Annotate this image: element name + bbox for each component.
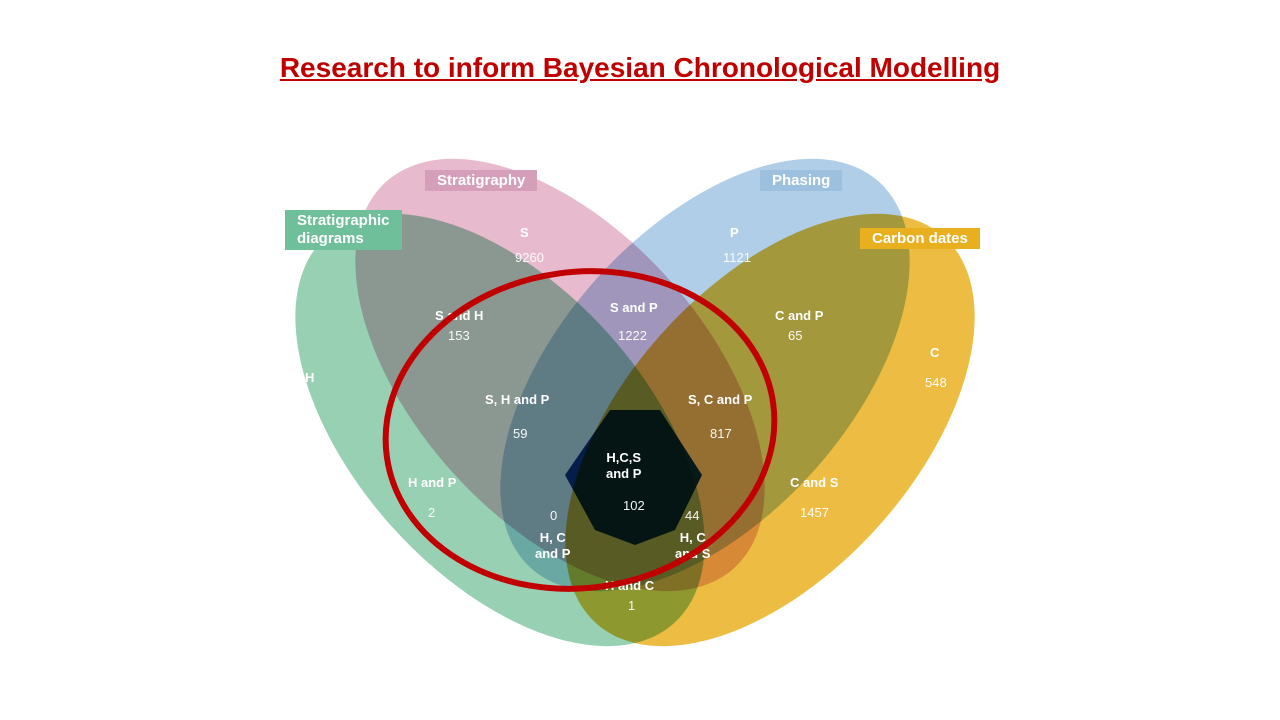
region-value-shp: 59 xyxy=(513,426,527,441)
page-title: Research to inform Bayesian Chronologica… xyxy=(0,52,1280,84)
region-value-p: 1121 xyxy=(723,250,751,265)
region-label-hp: H and P xyxy=(408,475,456,491)
region-label-sp: S and P xyxy=(610,300,658,316)
region-label-scp: S, C and P xyxy=(688,392,752,408)
region-label-p: P xyxy=(730,225,739,241)
set-label-p: Phasing xyxy=(760,170,842,191)
region-value-hcp: 0 xyxy=(550,508,557,523)
region-label-shp: S, H and P xyxy=(485,392,549,408)
region-value-h: 5 xyxy=(308,400,315,415)
set-label-s: Stratigraphy xyxy=(425,170,537,191)
set-label-c: Carbon dates xyxy=(860,228,980,249)
region-label-cs: C and S xyxy=(790,475,838,491)
region-value-hp: 2 xyxy=(428,505,435,520)
region-label-sh: S and H xyxy=(435,308,483,324)
region-label-h: H xyxy=(305,370,314,386)
region-label-hc: H and C xyxy=(605,578,654,594)
region-value-scp: 817 xyxy=(710,426,732,441)
venn-diagram: Stratigraphicdiagrams Stratigraphy Phasing… xyxy=(230,130,1050,650)
region-label-cp: C and P xyxy=(775,308,823,324)
region-value-cs: 1457 xyxy=(800,505,829,520)
region-value-c: 548 xyxy=(925,375,947,390)
region-label-hcsp: H,C,Sand P xyxy=(606,450,641,483)
region-value-sp: 1222 xyxy=(618,328,647,343)
region-value-sh: 153 xyxy=(448,328,470,343)
region-label-s: S xyxy=(520,225,529,241)
region-label-hcp: H, Cand P xyxy=(535,530,570,563)
region-value-s: 9260 xyxy=(515,250,544,265)
region-label-hcs: H, Cand S xyxy=(675,530,710,563)
region-value-cp: 65 xyxy=(788,328,802,343)
set-label-h: Stratigraphicdiagrams xyxy=(285,210,402,250)
region-value-hcsp: 102 xyxy=(623,498,645,513)
region-label-c: C xyxy=(930,345,939,361)
region-value-hcs: 44 xyxy=(685,508,699,523)
region-value-hc: 1 xyxy=(628,598,635,613)
